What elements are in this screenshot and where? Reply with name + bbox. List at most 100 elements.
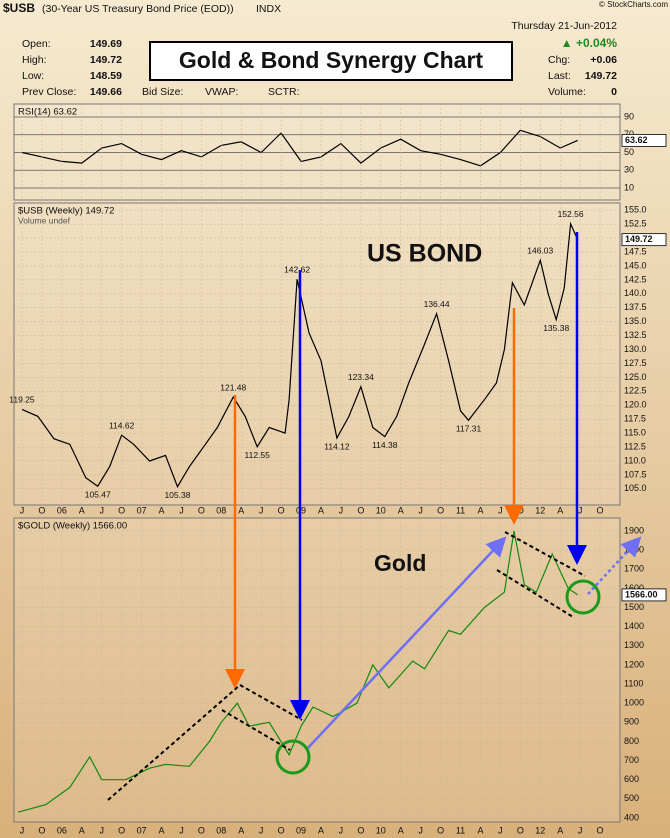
y-tick-label: 147.5 <box>624 246 647 256</box>
quote-value: 149.69 <box>90 38 122 50</box>
panel-frame <box>13 103 621 201</box>
x-tick-label: 12 <box>535 505 545 515</box>
point-label: 121.48 <box>220 382 246 392</box>
x-tick-label: A <box>159 505 165 515</box>
x-tick-label: O <box>357 505 364 515</box>
y-tick-label: 117.5 <box>624 414 646 424</box>
change-pct: ▲ +0.04% <box>561 36 618 50</box>
arrow <box>305 536 507 751</box>
quote-label: Last: <box>548 70 571 82</box>
quote-value: 0 <box>611 86 617 98</box>
banner: Gold & Bond Synergy Chart <box>179 47 483 73</box>
arrow <box>587 536 642 595</box>
annotation: Gold <box>374 550 426 576</box>
y-tick-label: 800 <box>624 736 639 746</box>
y-tick-label: 142.5 <box>624 274 647 284</box>
point-label: 114.38 <box>372 440 398 450</box>
last-value-box <box>621 588 667 602</box>
x-tick-label: J <box>20 505 25 515</box>
trend-line <box>107 684 241 801</box>
circle <box>565 579 601 615</box>
point-label: 136.44 <box>424 299 450 309</box>
y-tick-label: 1300 <box>624 640 644 650</box>
y-tick-label: 1500 <box>624 602 644 612</box>
y-tick-label: 155.0 <box>624 205 647 215</box>
point-label: 105.47 <box>85 489 111 499</box>
y-tick-label: 700 <box>624 755 639 765</box>
quote-value: 149.72 <box>585 70 617 82</box>
y-tick-label: 127.5 <box>624 358 647 368</box>
y-tick-label: 600 <box>624 774 639 784</box>
x-tick-label: 12 <box>535 825 545 835</box>
quote-label: Open: <box>22 38 51 50</box>
annotation-layer <box>107 232 642 801</box>
panel: 400 500 600 700 800 900 1000 1100 1200 1300 1400 15… <box>13 517 667 835</box>
quote-label: Volume: <box>548 86 586 98</box>
y-tick-label: 115.0 <box>624 427 646 437</box>
y-tick-label: 1200 <box>624 659 644 669</box>
quote-label: SCTR: <box>268 86 300 98</box>
y-tick-label: 105.0 <box>624 483 647 493</box>
quote-label: Low: <box>22 70 44 82</box>
quote-label: Chg: <box>548 54 570 66</box>
panel: 105.0 107.5 110.0 112.5 115.0 117.5 120.0 122.5… <box>9 202 667 515</box>
y-tick-label: 140.0 <box>624 288 647 298</box>
x-tick-label: J <box>418 505 423 515</box>
watermark: © StockCharts.com <box>599 0 668 9</box>
x-tick-label: O <box>437 505 444 515</box>
x-tick-label: J <box>179 505 184 515</box>
x-tick-label: J <box>259 825 264 835</box>
last-value-box <box>621 133 667 147</box>
y-tick-label: 132.5 <box>624 330 647 340</box>
panel-title: $USB (Weekly) 149.72 <box>18 206 114 217</box>
x-tick-label: 07 <box>137 505 147 515</box>
y-tick-label: 400 <box>624 812 639 822</box>
x-tick-label: J <box>179 825 184 835</box>
point-label: 112.55 <box>245 450 271 460</box>
y-tick-label: 1100 <box>624 678 643 688</box>
y-tick-label: 900 <box>624 717 639 727</box>
point-label: 142.62 <box>284 264 310 274</box>
quote-value: 149.72 <box>90 54 122 66</box>
x-tick-label: A <box>398 825 404 835</box>
date: Thursday 21-Jun-2012 <box>511 20 617 32</box>
y-tick-label: 50 <box>624 147 634 157</box>
x-tick-label: A <box>79 825 85 835</box>
x-tick-label: J <box>20 825 25 835</box>
x-tick-label: O <box>38 825 45 835</box>
point-label: 152.56 <box>558 209 584 219</box>
y-tick-label: 122.5 <box>624 386 647 396</box>
x-tick-label: J <box>259 505 264 515</box>
x-tick-label: J <box>99 825 104 835</box>
y-tick-label: 90 <box>624 111 634 121</box>
y-tick-label: 1400 <box>624 621 644 631</box>
x-tick-label: O <box>597 825 604 835</box>
annotation: US BOND <box>367 240 482 268</box>
quote-label: Bid Size: <box>142 86 183 98</box>
x-tick-label: J <box>339 505 344 515</box>
x-tick-label: 11 <box>456 505 465 515</box>
x-tick-label: O <box>198 505 205 515</box>
y-tick-label: 125.0 <box>624 372 647 382</box>
x-tick-label: O <box>278 505 285 515</box>
y-tick-label: 107.5 <box>624 469 647 479</box>
y-tick-label: 1700 <box>624 564 644 574</box>
y-tick-label: 500 <box>624 793 639 803</box>
x-tick-label: J <box>498 505 503 515</box>
y-tick-label: 112.5 <box>624 441 646 451</box>
x-tick-label: J <box>339 825 344 835</box>
y-tick-label: 110.0 <box>624 455 646 465</box>
panel-frame <box>13 202 621 506</box>
x-tick-label: A <box>398 505 404 515</box>
x-tick-label: A <box>238 825 244 835</box>
x-tick-label: 08 <box>216 825 226 835</box>
y-tick-label: 1900 <box>624 525 644 535</box>
exchange: INDX <box>256 3 281 15</box>
y-tick-label: 130.0 <box>624 344 647 354</box>
x-tick-label: A <box>318 505 324 515</box>
x-tick-label: O <box>118 505 125 515</box>
panel-title: RSI(14) 63.62 <box>18 107 77 118</box>
point-label: 119.25 <box>9 395 35 405</box>
quote-label: VWAP: <box>205 86 238 98</box>
